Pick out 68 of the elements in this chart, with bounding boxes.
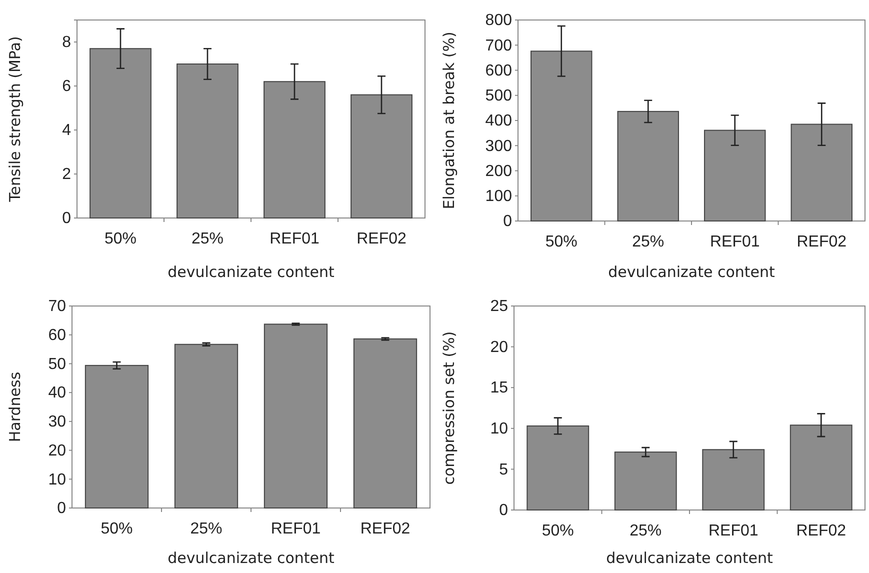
y-tick-label: 800 <box>485 12 512 30</box>
x-tick-label: 25% <box>630 522 662 540</box>
y-axis-title: Hardness <box>6 372 24 442</box>
y-tick-label: 200 <box>485 162 512 180</box>
y-tick-label: 70 <box>48 298 66 316</box>
y-axis-title: compression set (%) <box>440 331 458 485</box>
bar <box>790 424 852 510</box>
y-tick-label: 20 <box>48 442 66 460</box>
y-tick-label: 10 <box>48 471 66 488</box>
bar <box>84 364 149 508</box>
x-tick-label: REF02 <box>796 522 846 540</box>
bar <box>617 110 679 222</box>
y-tick-label: 50 <box>48 356 66 373</box>
x-axis-title: devulcanizate content <box>168 263 335 281</box>
y-tick-label: 15 <box>490 380 508 397</box>
x-axis-title: devulcanizate content <box>608 263 776 281</box>
x-tick-label: 50% <box>545 233 578 250</box>
x-tick-label: 50% <box>104 230 137 248</box>
bar <box>614 452 677 510</box>
x-tick-label: REF02 <box>796 233 847 250</box>
y-axis-title: Tensile strength (MPa) <box>6 36 24 203</box>
bar <box>526 425 590 510</box>
bar <box>264 81 326 218</box>
x-tick-label: REF01 <box>710 233 760 250</box>
y-tick-label: 4 <box>62 122 72 140</box>
y-tick-label: 25 <box>490 298 508 316</box>
bar <box>176 64 238 218</box>
y-tick-label: 500 <box>485 87 512 104</box>
bar <box>530 50 592 222</box>
y-tick-label: 0 <box>57 500 66 518</box>
y-tick-label: 300 <box>485 138 512 155</box>
bar <box>704 130 766 222</box>
y-tick-label: 2 <box>62 166 72 184</box>
y-tick-label: 10 <box>490 420 508 438</box>
y-tick-label: 100 <box>485 188 512 205</box>
x-tick-label: REF01 <box>270 230 320 248</box>
bar <box>350 94 412 218</box>
x-tick-label: 25% <box>190 520 222 538</box>
y-tick-label: 5 <box>499 461 508 478</box>
bar <box>90 48 152 218</box>
x-tick-label: REF01 <box>270 520 321 538</box>
y-tick-label: 0 <box>62 210 72 228</box>
x-tick-label: REF01 <box>708 522 758 540</box>
y-tick-label: 60 <box>48 326 66 344</box>
x-tick-label: 25% <box>632 233 664 250</box>
x-tick-label: REF02 <box>360 520 410 538</box>
y-tick-label: 40 <box>48 384 66 402</box>
bar <box>790 124 852 222</box>
y-tick-label: 700 <box>485 37 512 54</box>
x-tick-label: REF02 <box>356 230 406 248</box>
y-tick-label: 400 <box>485 112 512 130</box>
x-axis-title: devulcanizate content <box>606 549 774 567</box>
x-tick-label: 50% <box>542 522 574 540</box>
y-tick-label: 8 <box>62 34 72 52</box>
y-tick-label: 30 <box>48 414 66 431</box>
bar <box>353 338 418 508</box>
y-tick-label: 0 <box>503 213 512 230</box>
y-axis-title: Elongation at break (%) <box>440 32 458 210</box>
x-tick-label: 25% <box>191 230 224 248</box>
y-tick-label: 6 <box>62 78 72 96</box>
x-tick-label: 50% <box>100 520 133 538</box>
y-tick-label: 0 <box>499 502 508 520</box>
y-tick-label: 20 <box>490 338 508 356</box>
x-axis-title: devulcanizate content <box>168 549 335 567</box>
bar <box>174 344 238 508</box>
y-tick-label: 600 <box>485 62 512 80</box>
bar <box>702 449 765 510</box>
bar <box>264 324 328 508</box>
